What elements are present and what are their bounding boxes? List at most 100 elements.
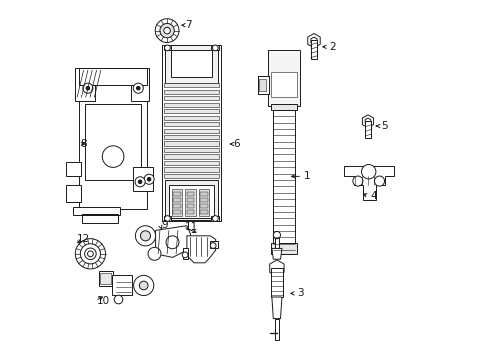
Bar <box>270 243 297 254</box>
Bar <box>365 121 370 138</box>
Bar <box>85 104 141 180</box>
Bar <box>99 271 113 286</box>
Text: 3: 3 <box>296 288 303 298</box>
Circle shape <box>164 45 170 51</box>
Bar <box>163 216 171 221</box>
Text: 8: 8 <box>81 139 87 149</box>
Circle shape <box>133 275 153 296</box>
Bar <box>163 135 219 139</box>
Bar <box>163 174 219 178</box>
Circle shape <box>84 248 96 260</box>
Bar <box>66 185 81 202</box>
Polygon shape <box>271 248 282 259</box>
Polygon shape <box>343 166 393 200</box>
Bar <box>170 50 212 77</box>
Bar <box>185 189 195 216</box>
Polygon shape <box>271 297 282 319</box>
Bar <box>168 185 213 218</box>
Bar <box>270 104 297 110</box>
Bar <box>163 167 219 172</box>
Bar <box>163 141 219 146</box>
Circle shape <box>155 19 179 42</box>
Bar <box>257 76 268 94</box>
Bar <box>75 68 95 101</box>
Circle shape <box>139 281 148 290</box>
Circle shape <box>136 86 140 90</box>
Bar <box>310 40 317 59</box>
Bar <box>186 210 194 214</box>
Circle shape <box>144 174 154 184</box>
Circle shape <box>273 231 280 239</box>
Bar <box>274 238 279 248</box>
Bar <box>165 45 217 83</box>
Bar <box>73 207 120 215</box>
Bar <box>273 110 294 254</box>
Text: 4: 4 <box>370 191 376 201</box>
Bar <box>131 68 149 101</box>
Bar <box>271 72 296 97</box>
Polygon shape <box>307 33 320 48</box>
Bar <box>210 241 217 248</box>
Polygon shape <box>155 226 190 257</box>
Bar <box>163 154 219 159</box>
Bar <box>186 192 194 196</box>
Circle shape <box>75 239 105 269</box>
Bar <box>172 210 181 214</box>
Bar <box>112 275 132 295</box>
Bar <box>82 214 118 215</box>
Bar <box>200 192 208 196</box>
Circle shape <box>212 216 218 221</box>
Circle shape <box>135 226 155 246</box>
Bar <box>82 214 118 223</box>
Bar <box>200 204 208 208</box>
Bar <box>200 198 208 202</box>
Bar <box>186 198 194 202</box>
Text: 9: 9 <box>162 220 168 230</box>
Circle shape <box>114 295 122 304</box>
Bar <box>163 109 219 113</box>
Circle shape <box>82 83 93 93</box>
Bar <box>163 83 219 87</box>
Bar <box>267 50 300 106</box>
Text: 5: 5 <box>381 121 387 131</box>
Bar <box>171 189 182 216</box>
Bar <box>270 268 282 297</box>
Polygon shape <box>310 37 316 44</box>
Bar <box>163 96 219 100</box>
Text: 7: 7 <box>185 20 191 30</box>
Circle shape <box>182 252 187 258</box>
Text: 2: 2 <box>328 42 335 52</box>
Bar <box>162 45 221 221</box>
Bar <box>257 76 268 94</box>
Circle shape <box>138 180 142 184</box>
Bar <box>163 103 219 107</box>
Circle shape <box>361 165 375 179</box>
Bar <box>163 122 219 126</box>
Text: 10: 10 <box>97 296 110 306</box>
Circle shape <box>212 45 218 51</box>
Bar <box>172 198 181 202</box>
Bar <box>133 167 152 191</box>
Bar <box>163 45 171 50</box>
Circle shape <box>164 216 170 221</box>
Circle shape <box>166 236 179 249</box>
Bar <box>199 189 209 216</box>
Polygon shape <box>365 118 370 125</box>
Polygon shape <box>269 260 284 276</box>
Text: 12: 12 <box>77 234 90 244</box>
Text: 6: 6 <box>232 139 239 149</box>
Bar <box>258 79 265 91</box>
Circle shape <box>148 247 161 260</box>
Circle shape <box>160 23 174 38</box>
Polygon shape <box>186 236 215 263</box>
Circle shape <box>210 243 216 248</box>
Bar <box>163 116 219 120</box>
Circle shape <box>133 83 143 93</box>
Circle shape <box>147 177 151 181</box>
Circle shape <box>374 176 384 186</box>
Circle shape <box>163 27 170 34</box>
Bar <box>200 210 208 214</box>
Circle shape <box>135 177 145 187</box>
Bar <box>79 68 147 209</box>
Circle shape <box>86 86 89 90</box>
